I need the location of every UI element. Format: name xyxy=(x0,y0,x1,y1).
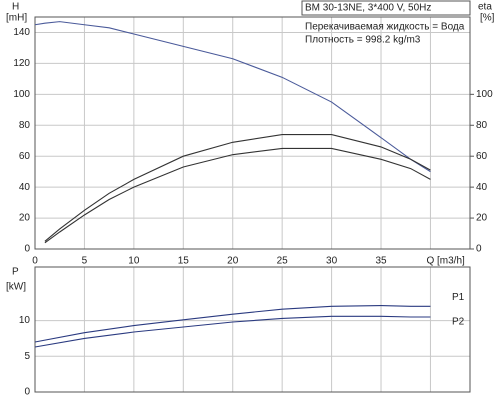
curve xyxy=(34,315,431,348)
series-label: P2 xyxy=(452,317,465,328)
y2-axis-label: [%] xyxy=(480,13,495,24)
curve xyxy=(44,133,431,242)
y2-tick-label: 80 xyxy=(476,120,488,131)
y2-tick-label: 60 xyxy=(476,151,488,162)
x-tick-label: 30 xyxy=(326,256,338,267)
y-tick-label: 20 xyxy=(19,213,31,224)
y-tick-label: 10 xyxy=(19,315,31,326)
series-label: P1 xyxy=(452,292,465,303)
y-tick-label: 5 xyxy=(24,351,30,362)
curve xyxy=(34,305,431,343)
plot-frame xyxy=(34,266,471,393)
annotation: BM 30-13NE, 3*400 V, 50Hz xyxy=(305,3,431,14)
y-axis-label: P xyxy=(12,267,19,278)
x-tick-label: 0 xyxy=(32,256,38,267)
y-tick-label: 140 xyxy=(13,27,30,38)
curve xyxy=(44,147,431,244)
y-axis-label: [mH] xyxy=(6,13,27,24)
y-tick-label: 40 xyxy=(19,182,31,193)
x-tick-label: 5 xyxy=(82,256,88,267)
x-tick-label: 10 xyxy=(128,256,140,267)
y2-tick-label: 40 xyxy=(476,182,488,193)
y-tick-label: 100 xyxy=(13,89,30,100)
annotation: Перекачиваемая жидкость = Вода xyxy=(305,22,465,33)
x-tick-label: 35 xyxy=(375,256,387,267)
plot-frame xyxy=(34,16,471,250)
y2-axis-label: eta xyxy=(478,2,492,13)
x-tick-label: Q [m3/h] xyxy=(426,256,465,267)
x-tick-label: 20 xyxy=(227,256,239,267)
y-tick-label: 80 xyxy=(19,120,31,131)
y-tick-label: 60 xyxy=(19,151,31,162)
plot-background xyxy=(35,267,470,392)
y2-tick-label: 20 xyxy=(476,213,488,224)
x-tick-label: 15 xyxy=(178,256,190,267)
y-tick-label: 120 xyxy=(13,58,30,69)
y-tick-label: 0 xyxy=(24,244,30,255)
annotation-box xyxy=(301,0,471,16)
y-tick-label: 0 xyxy=(24,387,30,398)
annotation: Плотность = 998.2 kg/m3 xyxy=(305,35,421,46)
y-axis-label: H xyxy=(12,2,19,13)
y-axis-label: [kW] xyxy=(6,282,26,293)
plot-background xyxy=(35,17,470,249)
x-tick-label: 25 xyxy=(277,256,289,267)
curve xyxy=(34,21,431,173)
y2-tick-label: 100 xyxy=(476,89,493,100)
y2-tick-label: 0 xyxy=(476,244,482,255)
